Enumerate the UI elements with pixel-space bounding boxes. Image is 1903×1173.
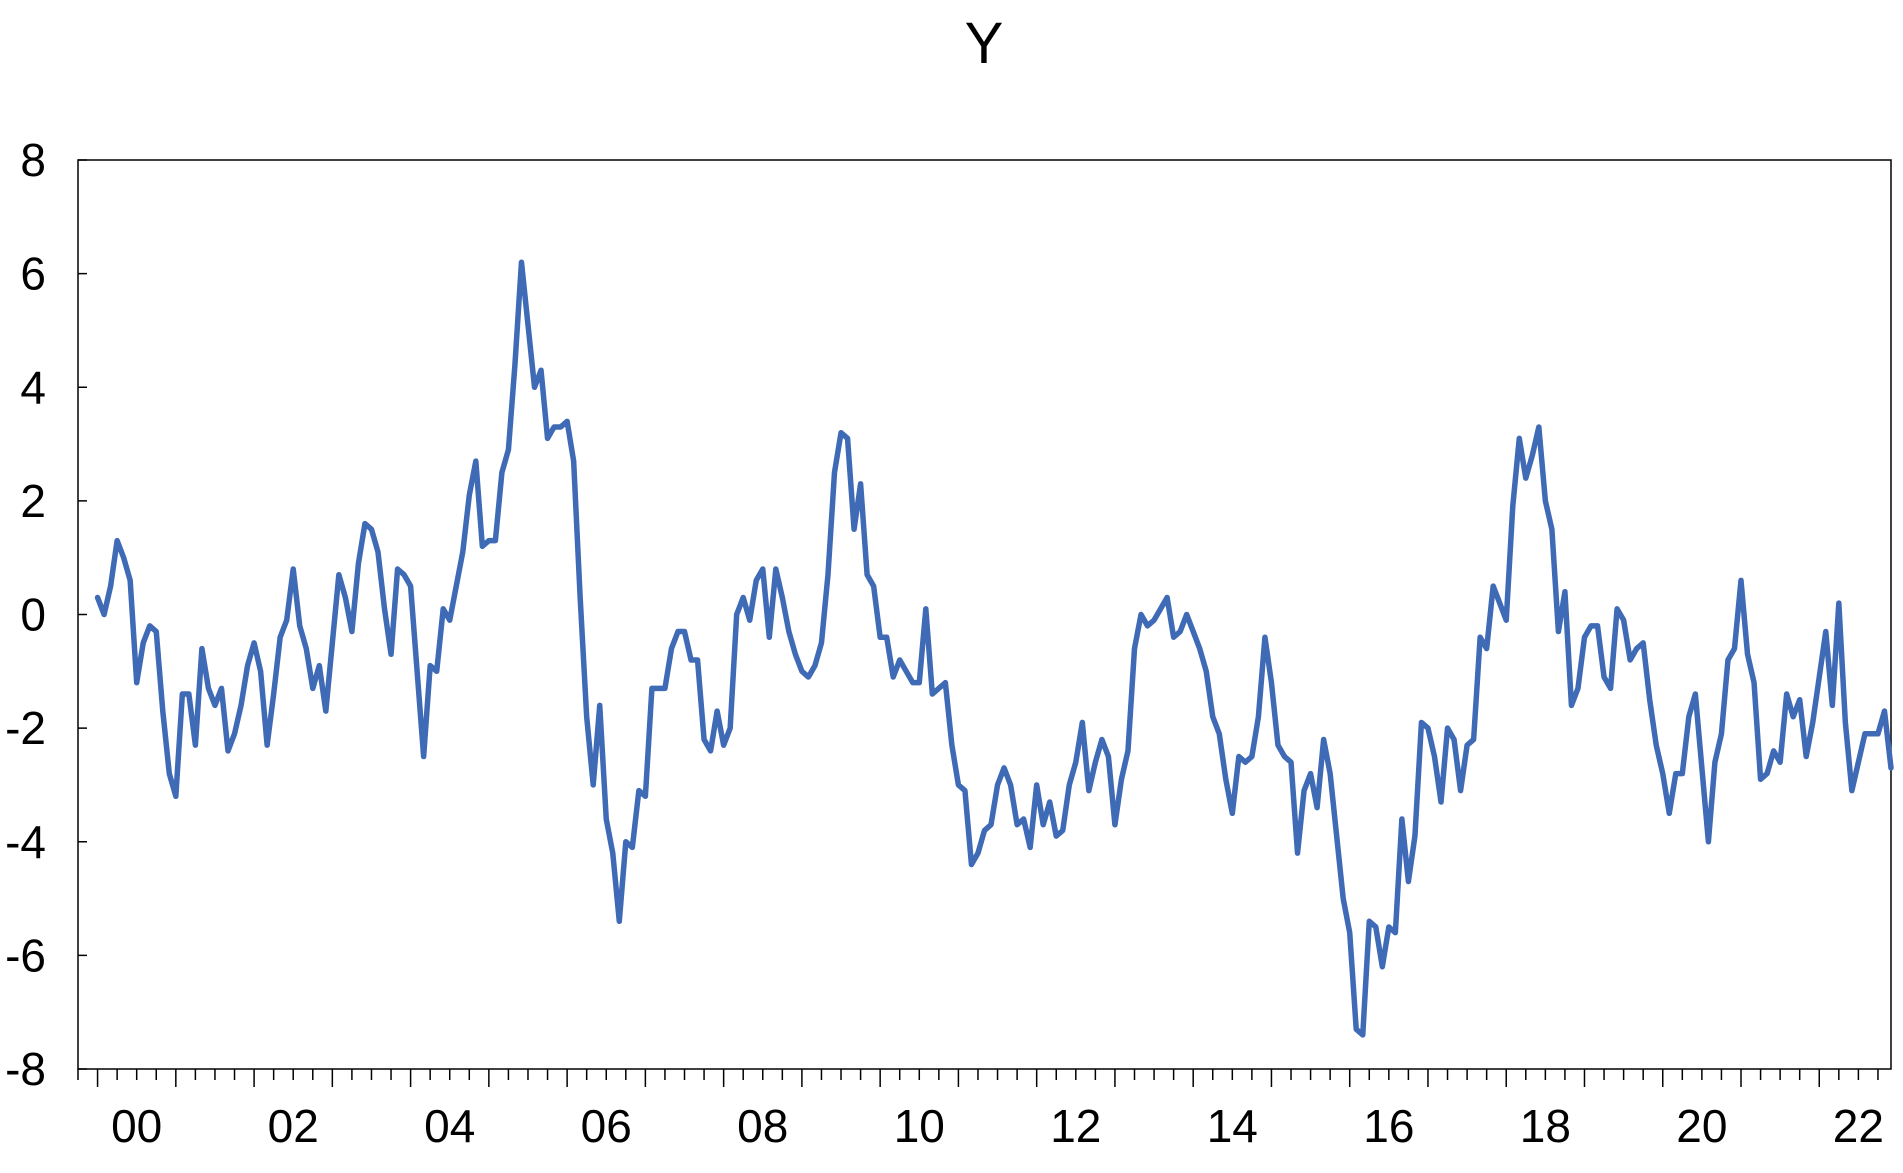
y-tick-label: 4 <box>20 361 46 413</box>
x-tick-label: 02 <box>268 1100 319 1152</box>
x-tick-label: 12 <box>1050 1100 1101 1152</box>
y-tick-label: -8 <box>5 1043 46 1095</box>
x-tick-label: 06 <box>581 1100 632 1152</box>
y-tick-label: -4 <box>5 816 46 868</box>
x-tick-label: 14 <box>1207 1100 1258 1152</box>
x-axis: 00 02 04 06 08 10 12 14 16 18 20 22 <box>77 1069 1884 1152</box>
y-tick-label: 2 <box>20 475 46 527</box>
y-tick-label: 8 <box>20 134 46 186</box>
plot-frame <box>77 159 1892 1070</box>
y-axis: 8 6 4 2 0 -2 -4 -6 -8 <box>5 134 87 1095</box>
x-tick-label: 08 <box>737 1100 788 1152</box>
x-tick-label: 20 <box>1676 1100 1727 1152</box>
series-line <box>94 259 1894 1038</box>
x-tick-label: 18 <box>1520 1100 1571 1152</box>
x-tick-label: 10 <box>894 1100 945 1152</box>
y-tick-label: -6 <box>5 929 46 981</box>
chart-title: Y <box>965 11 1004 76</box>
x-tick-label: 22 <box>1833 1100 1884 1152</box>
x-tick-label: 04 <box>424 1100 475 1152</box>
y-tick-label: 6 <box>20 248 46 300</box>
y-tick-label: -2 <box>5 702 46 754</box>
y-tick-label: 0 <box>20 589 46 641</box>
x-tick-label: 16 <box>1363 1100 1414 1152</box>
x-tick-label: 00 <box>111 1100 162 1152</box>
